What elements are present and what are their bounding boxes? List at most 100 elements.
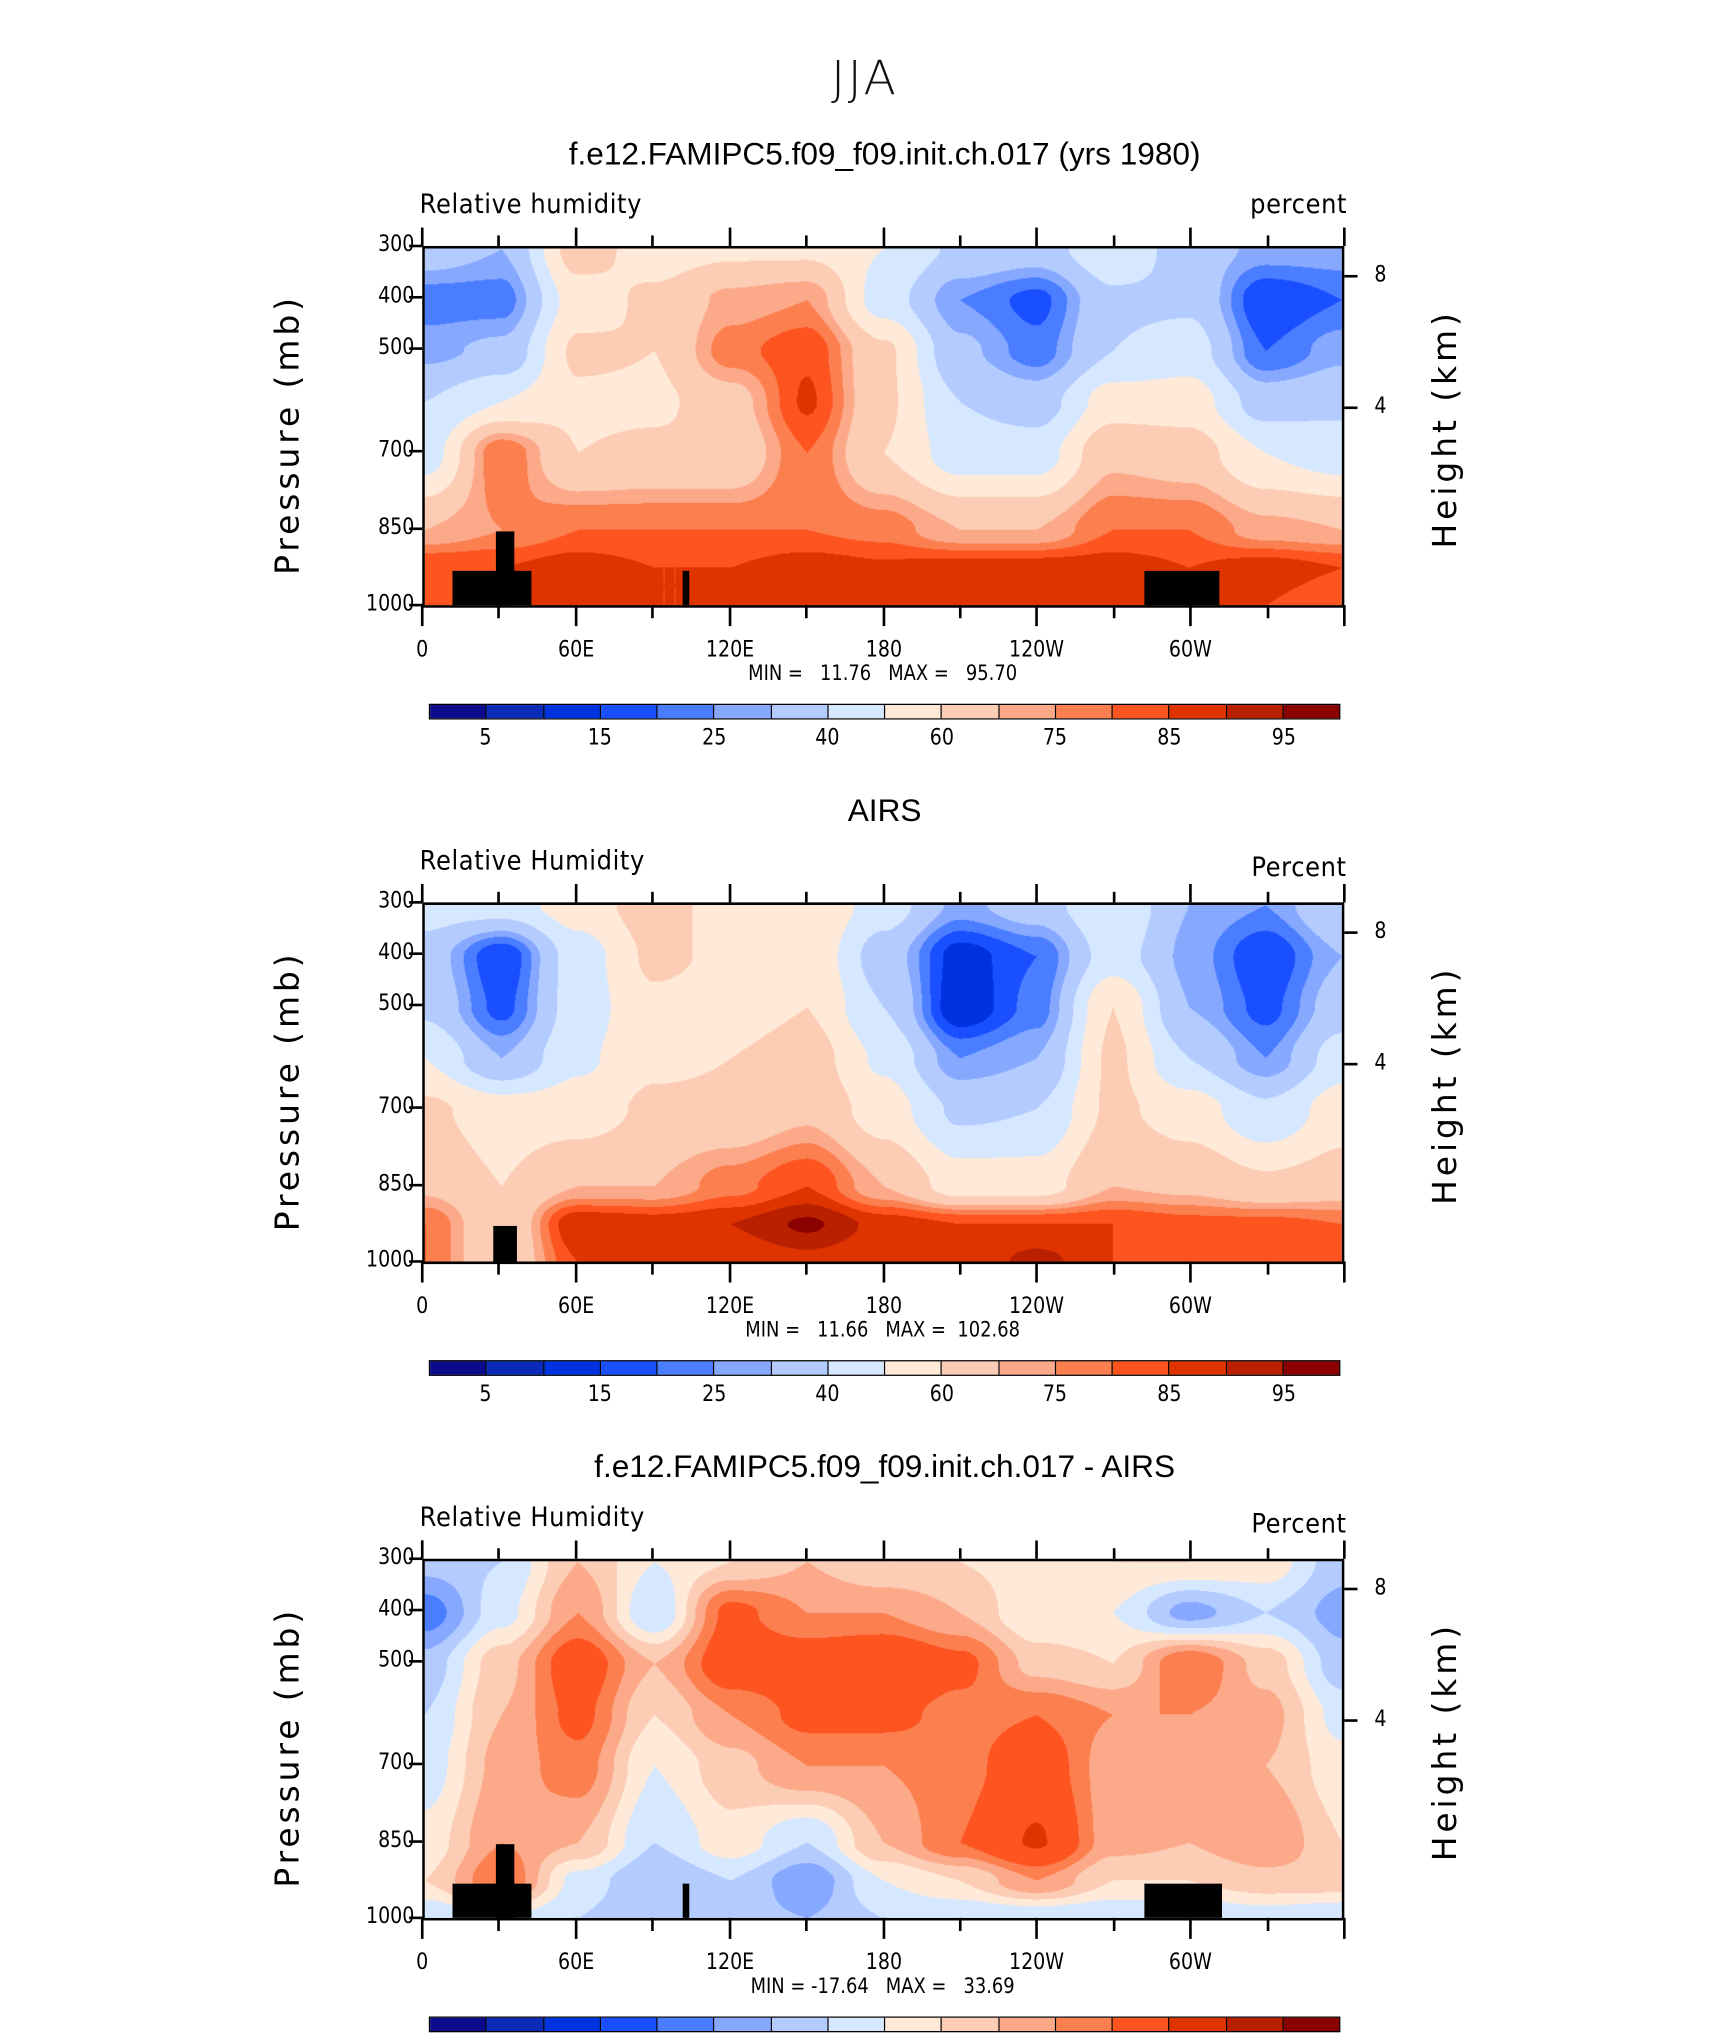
x-tick-bottom <box>1035 605 1039 627</box>
x-tick-bottom <box>1112 605 1116 619</box>
y-tick <box>409 952 423 955</box>
height-tick <box>1344 931 1358 934</box>
colorbar-box <box>885 705 943 719</box>
x-tick-bottom <box>1112 1261 1116 1275</box>
colorbar-box <box>1169 1361 1227 1375</box>
min-max-label: MIN = 11.76 MAX = 95.70 <box>748 660 1018 686</box>
colorbar-label: 85 <box>1157 724 1182 752</box>
y-tick <box>409 1183 423 1187</box>
x-tick-top <box>1343 1540 1346 1559</box>
x-tick-bottom <box>728 1917 731 1939</box>
x-tick-top <box>1035 883 1039 903</box>
colorbar-box <box>999 705 1056 719</box>
y-axis-right-title: Height (km) <box>1425 309 1465 549</box>
x-tick-top <box>805 891 808 903</box>
x-tick-label: 60E <box>557 1293 595 1320</box>
x-tick-top <box>958 1548 962 1559</box>
colorbar-box <box>771 1361 829 1375</box>
x-tick-bottom <box>1189 1261 1192 1283</box>
x-tick-bottom <box>1266 605 1269 619</box>
colorbar-box <box>1055 705 1113 719</box>
x-tick-bottom <box>574 1261 578 1283</box>
height-tick-label: 8 <box>1374 1574 1387 1601</box>
colorbar-box <box>771 2017 829 2031</box>
left-string: Relative humidity <box>419 188 643 220</box>
x-tick-top <box>881 883 885 903</box>
y-axis-right-title: Height (km) <box>1425 1621 1465 1862</box>
x-tick-top <box>1266 1548 1269 1559</box>
x-tick-bottom <box>651 1261 655 1275</box>
colorbar-box <box>1283 2017 1340 2031</box>
x-tick-bottom <box>881 1917 885 1939</box>
x-tick-top <box>1266 235 1269 246</box>
x-tick-bottom <box>805 1261 808 1275</box>
colorbar-label: 75 <box>1043 1381 1068 1408</box>
colorbar-box <box>1169 705 1227 719</box>
colorbar-box <box>714 705 772 719</box>
colorbar-box <box>543 705 601 719</box>
x-tick-top <box>1343 227 1346 246</box>
x-tick-top <box>497 1548 501 1559</box>
colorbar-box <box>430 2017 488 2031</box>
x-tick-label: 60W <box>1169 636 1213 663</box>
x-tick-top <box>728 883 731 903</box>
y-tick <box>409 527 423 531</box>
y-tick-label: 400 <box>378 939 415 966</box>
x-tick-top <box>1189 883 1192 903</box>
y-tick-label: 700 <box>378 436 415 464</box>
colorbar-label: 40 <box>815 1381 840 1408</box>
x-tick-bottom <box>1035 1917 1039 1939</box>
x-tick-top <box>651 891 655 903</box>
x-tick-bottom <box>420 1261 424 1283</box>
x-tick-label: 180 <box>865 636 902 663</box>
y-tick-label: 1000 <box>365 590 415 617</box>
colorbar-box <box>885 2017 943 2031</box>
y-tick <box>409 901 423 904</box>
x-tick-top <box>1035 1540 1039 1559</box>
right-string: percent <box>1250 188 1347 220</box>
min-max-label: MIN = 11.66 MAX = 102.68 <box>745 1316 1020 1342</box>
y-tick-label: 700 <box>378 1749 415 1776</box>
colorbar-label: 15 <box>587 1381 612 1408</box>
x-tick-bottom <box>1343 605 1346 627</box>
colorbar <box>428 2016 1341 2033</box>
x-tick-top <box>1112 1548 1116 1559</box>
colorbar-box <box>771 705 829 719</box>
height-tick-label: 4 <box>1374 393 1387 420</box>
y-tick <box>409 1840 423 1843</box>
height-tick <box>1344 1719 1358 1722</box>
x-tick-bottom <box>497 605 501 619</box>
left-string: Relative Humidity <box>419 1500 645 1533</box>
colorbar-label: 25 <box>701 1381 726 1408</box>
colorbar-box <box>885 1361 943 1375</box>
y-tick <box>409 347 423 350</box>
figure-title: JJA <box>831 52 899 107</box>
land-mask <box>682 1883 689 1918</box>
x-tick-top <box>805 235 808 246</box>
land-mask <box>682 570 689 606</box>
colorbar-label: 85 <box>1157 1381 1182 1408</box>
x-tick-top <box>651 1548 655 1559</box>
colorbar-label: 40 <box>815 724 840 752</box>
x-tick-bottom <box>651 1917 655 1932</box>
y-tick <box>409 244 423 248</box>
colorbar-box <box>487 1361 544 1375</box>
x-tick-top <box>881 1540 885 1559</box>
x-tick-bottom <box>728 1261 731 1283</box>
y-tick-label: 1000 <box>365 1903 415 1930</box>
colorbar-box <box>1112 705 1170 719</box>
right-string: Percent <box>1251 1507 1347 1540</box>
height-tick-label: 8 <box>1374 261 1387 289</box>
colorbar-box <box>657 2017 715 2031</box>
height-tick-label: 4 <box>1374 1049 1387 1076</box>
land-mask <box>1144 570 1219 606</box>
x-tick-top <box>651 235 655 246</box>
colorbar-box <box>600 2017 658 2031</box>
height-tick-label: 8 <box>1374 918 1387 945</box>
colorbar-box <box>999 1361 1056 1375</box>
colorbar-box <box>543 2017 601 2031</box>
x-tick-top <box>1112 235 1116 246</box>
x-tick-bottom <box>881 605 885 627</box>
x-tick-top <box>420 883 424 903</box>
